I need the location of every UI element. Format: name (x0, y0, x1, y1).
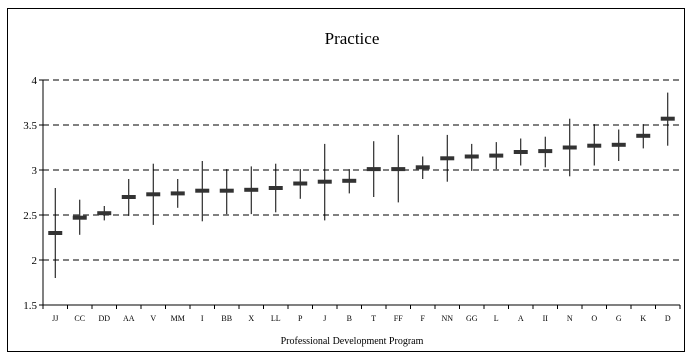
mean-marker-MM (170, 191, 185, 196)
mean-marker-FF (391, 167, 406, 172)
x-tick-label-FF: FF (394, 314, 403, 323)
y-tick-label: 4 (32, 75, 38, 87)
x-tick-label-V: V (150, 314, 156, 323)
y-tick-label: 3.5 (23, 120, 37, 132)
error-bar-chart: Practice 1.5 2 2.5 3 3.5 4 JJ CC DD AA V MM I BB X LL P… (23, 29, 681, 347)
x-tick-label-K: K (640, 314, 646, 323)
x-tick-label-AA: AA (123, 314, 135, 323)
mean-marker-AA (121, 195, 136, 199)
mean-marker-LL (268, 186, 283, 190)
y-tick-label: 2.5 (23, 210, 37, 222)
y-axis-ticks: 1.5 2 2.5 3 3.5 4 (23, 75, 43, 312)
mean-marker-P (293, 181, 308, 186)
x-tick-label-L: L (494, 314, 499, 323)
mean-marker-A (513, 150, 528, 154)
mean-marker-CC (72, 215, 87, 220)
x-tick-label-CC: CC (74, 314, 85, 323)
x-tick-label-GG: GG (466, 314, 478, 323)
mean-marker-I (195, 188, 210, 193)
gridlines (42, 79, 680, 306)
x-tick-label-DD: DD (98, 314, 110, 323)
x-tick-label-F: F (421, 314, 426, 323)
x-tick-label-O: O (591, 314, 597, 323)
mean-marker-NN (440, 156, 455, 161)
mean-marker-J (317, 179, 332, 184)
mean-marker-D (660, 116, 675, 121)
x-tick-label-II: II (543, 314, 549, 323)
mean-marker-V (146, 192, 161, 197)
mean-marker-F (415, 165, 430, 170)
x-tick-label-MM: MM (171, 314, 185, 323)
x-tick-label-T: T (371, 314, 376, 323)
mean-marker-BB (219, 188, 234, 193)
mean-marker-N (562, 145, 577, 150)
mean-marker-X (244, 187, 259, 192)
x-tick-label-LL: LL (271, 314, 281, 323)
mean-marker-T (366, 167, 381, 172)
x-tick-label-G: G (616, 314, 622, 323)
x-axis-ticks: JJ CC DD AA V MM I BB X LL P J B T FF F NN GG L A II N O G K D (42, 305, 681, 323)
data-marks (48, 92, 675, 278)
x-tick-label-N: N (567, 314, 573, 323)
mean-marker-B (342, 178, 357, 183)
x-tick-label-JJ: JJ (52, 314, 58, 323)
x-tick-label-A: A (518, 314, 524, 323)
mean-marker-II (538, 149, 553, 154)
mean-marker-O (587, 143, 602, 148)
mean-marker-L (489, 153, 504, 158)
y-tick-label: 2 (32, 255, 38, 267)
x-tick-label-X: X (248, 314, 254, 323)
chart-frame: Practice 1.5 2 2.5 3 3.5 4 JJ CC DD AA V MM I BB X LL P… (7, 8, 685, 352)
x-tick-label-BB: BB (221, 314, 232, 323)
y-tick-label: 1.5 (23, 300, 37, 312)
x-tick-label-NN: NN (441, 314, 453, 323)
mean-marker-DD (97, 211, 112, 216)
x-tick-label-D: D (665, 314, 671, 323)
mean-marker-G (611, 142, 626, 147)
mean-marker-GG (464, 154, 479, 159)
chart-title: Practice (325, 29, 380, 48)
mean-marker-K (636, 133, 651, 138)
x-tick-label-B: B (347, 314, 352, 323)
x-axis-label: Professional Development Program (281, 336, 424, 347)
mean-marker-JJ (48, 231, 63, 235)
y-tick-label: 3 (32, 165, 38, 177)
x-tick-label-P: P (298, 314, 303, 323)
x-tick-label-I: I (201, 314, 204, 323)
x-tick-label-J: J (323, 314, 326, 323)
